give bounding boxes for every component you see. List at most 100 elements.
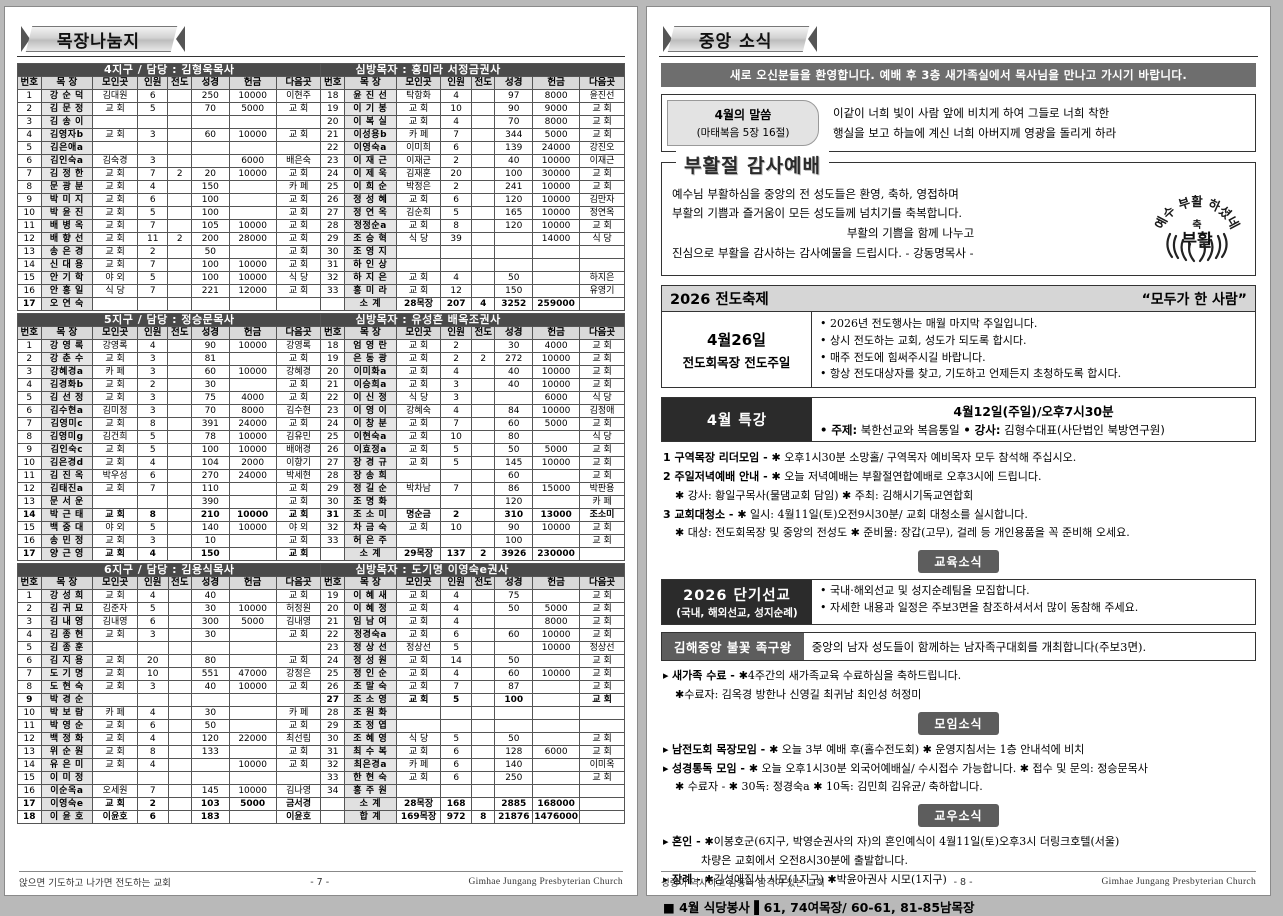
table-cell: 221 bbox=[191, 284, 230, 298]
table-cell: 14 bbox=[17, 758, 42, 772]
column-header: 다음곳 bbox=[275, 576, 322, 590]
table-cell: 22 bbox=[320, 391, 345, 405]
district-tables: 4지구 / 담당 : 김형욱목사 심방목자 : 홍미라 서정금권사 번호 목 장 모인곳… bbox=[16, 63, 625, 824]
table-cell bbox=[167, 115, 192, 129]
section-meeting: 모임소식 bbox=[659, 711, 1258, 735]
table-cell: 25 bbox=[320, 667, 345, 681]
table-cell: 배애경 bbox=[275, 443, 322, 457]
table-cell: 송 민 정 bbox=[40, 534, 94, 548]
table-cell: 10 bbox=[440, 430, 472, 444]
column-header: 헌금 bbox=[228, 76, 277, 90]
table-cell: 3 bbox=[136, 154, 169, 168]
table-cell: 8 bbox=[136, 745, 169, 759]
table-cell bbox=[167, 508, 192, 522]
table-cell: 6000 bbox=[532, 745, 581, 759]
table-cell: 이미옥 bbox=[579, 758, 625, 772]
table-cell: 김영자b bbox=[40, 128, 94, 142]
table-cell bbox=[494, 232, 534, 246]
table-cell: 교 회 bbox=[579, 680, 625, 694]
table-cell bbox=[579, 784, 625, 798]
table-cell: 김순희 bbox=[395, 206, 442, 220]
table-cell: 교 회 bbox=[395, 745, 442, 759]
table-cell: 14 bbox=[17, 508, 42, 522]
notice-dash: - bbox=[759, 451, 772, 465]
table-cell bbox=[167, 602, 193, 616]
table-cell: 김정애 bbox=[579, 404, 625, 418]
table-cell: 30 bbox=[191, 602, 230, 616]
table-cell bbox=[167, 589, 193, 603]
table-cell bbox=[228, 180, 277, 194]
table-cell: 홍 미 라 bbox=[343, 284, 397, 298]
table-cell: 위 순 원 bbox=[40, 745, 94, 759]
table-cell: 교 회 bbox=[395, 271, 442, 285]
table-cell: 식 당 bbox=[395, 232, 442, 246]
table-cell bbox=[470, 141, 496, 155]
bullet-item: 자세한 내용과 일정은 주보3면을 참조하셔서서 많이 동참해 주세요. bbox=[820, 600, 1247, 617]
table-cell: 300 bbox=[191, 615, 230, 629]
table-cell: 안 기 학 bbox=[40, 271, 94, 285]
table-cell: 140 bbox=[494, 758, 534, 772]
table-cell: 28 bbox=[320, 469, 345, 483]
table-cell: 272 bbox=[494, 352, 534, 366]
table-cell: 교 회 bbox=[92, 534, 138, 548]
evangelism-date: 4월26일 bbox=[707, 330, 766, 349]
table-cell: 8 bbox=[17, 180, 42, 194]
table-cell bbox=[470, 667, 496, 681]
table-cell bbox=[92, 297, 138, 311]
table-cell bbox=[470, 628, 496, 642]
table-cell: 10 bbox=[17, 206, 42, 220]
meal-duty: ■ 4월 식당봉사 ▌61, 74여목장/ 60-61, 81-85남목장 bbox=[663, 899, 975, 915]
column-header-row: 번호 목 장 모인곳 인원 전도 성경 헌금 다음곳 번호 목 장 모인곳 인원 전도 성경 헌금 다음곳 bbox=[17, 326, 625, 340]
table-cell: 4 bbox=[440, 404, 472, 418]
table-cell bbox=[470, 706, 496, 720]
banner-divider bbox=[659, 56, 1258, 57]
table-cell: 박 윤 진 bbox=[40, 206, 94, 220]
footer-page-number: - 8 - bbox=[953, 876, 973, 888]
table-cell: 5 bbox=[17, 641, 42, 655]
table-cell: 27 bbox=[320, 693, 345, 707]
table-cell: 유 은 미 bbox=[40, 758, 94, 772]
table-cell: 교 회 bbox=[275, 258, 322, 272]
table-cell bbox=[228, 495, 277, 509]
table-cell bbox=[470, 284, 496, 298]
column-header: 인원 bbox=[440, 76, 472, 90]
table-cell bbox=[136, 641, 169, 655]
table-cell: 교 회 bbox=[92, 193, 138, 207]
table-cell: 이 윤 호 bbox=[40, 810, 94, 824]
table-cell: 270 bbox=[191, 469, 230, 483]
table-cell bbox=[470, 89, 496, 103]
table-cell: 교 회 bbox=[275, 534, 322, 548]
column-header: 전도 bbox=[470, 76, 496, 90]
table-cell: 김인숙c bbox=[40, 443, 94, 457]
table-cell: 2 bbox=[136, 378, 169, 392]
table-cell: 25 bbox=[320, 180, 345, 194]
table-cell: 33 bbox=[320, 534, 345, 548]
notice-number: 1 bbox=[663, 451, 675, 465]
table-cell: 교 회 bbox=[395, 456, 442, 470]
table-cell: 6 bbox=[136, 89, 169, 103]
table-cell: 4 bbox=[440, 271, 472, 285]
table-cell: 교 회 bbox=[395, 602, 442, 616]
table-cell: 5 bbox=[440, 206, 472, 220]
table-cell: 7 bbox=[136, 284, 169, 298]
table-cell: 391 bbox=[191, 417, 230, 431]
table-cell bbox=[579, 245, 625, 259]
table-cell: 32 bbox=[320, 758, 345, 772]
table-cell: 150 bbox=[191, 547, 230, 561]
table-cell: 강 영 록 bbox=[40, 339, 94, 353]
table-cell: 28목장 bbox=[395, 297, 442, 311]
table-cell: 100 bbox=[191, 271, 230, 285]
column-header: 다음곳 bbox=[275, 76, 322, 90]
table-cell: 40 bbox=[494, 378, 534, 392]
table-cell: 6 bbox=[136, 469, 169, 483]
section-fellowship: 교우소식 bbox=[659, 804, 1258, 828]
table-cell bbox=[228, 245, 277, 259]
soccer-tournament-box: 김해중앙 불꽃 족구왕 중앙의 남자 성도들이 함께하는 남자족구대회를 개최합… bbox=[661, 632, 1256, 662]
table-cell: 정 길 순 bbox=[343, 482, 397, 496]
table-cell: 야 외 bbox=[92, 521, 138, 535]
table-cell bbox=[470, 404, 496, 418]
